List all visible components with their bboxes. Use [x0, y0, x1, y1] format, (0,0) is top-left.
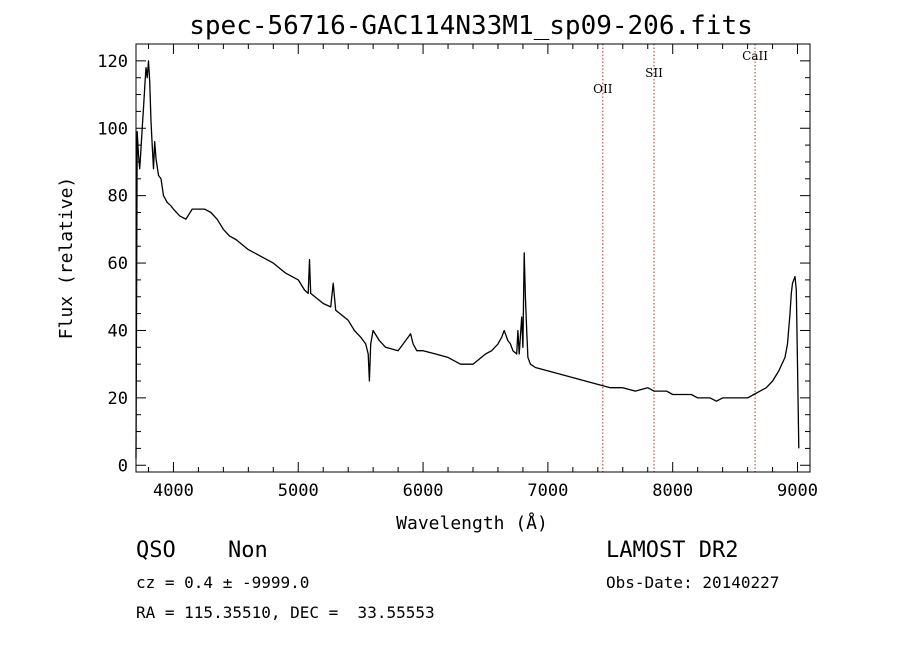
redshift-text: cz = 0.4 ± -9999.0: [136, 573, 310, 592]
spectrum-chart: spec-56716-GAC114N33M1_sp09-206.fits OII…: [56, 11, 818, 534]
obs-date-text: Obs-Date: 20140227: [606, 573, 780, 592]
spectrum-series-line: [135, 60, 800, 459]
axis-ticks: 4000 5000 6000 7000 8000 9000 0 20 40 60 80 100 120: [97, 44, 818, 501]
y-tick-label: 0: [118, 456, 128, 476]
x-tick-label: 8000: [652, 481, 693, 501]
x-tick-label: 6000: [403, 481, 444, 501]
x-axis-label: Wavelength (Å): [396, 512, 548, 534]
y-tick-label: 20: [108, 389, 128, 409]
object-subclass: Non: [228, 538, 268, 563]
line-label-oii: OII: [593, 82, 613, 96]
x-tick-label: 9000: [777, 481, 818, 501]
object-class: QSO: [136, 538, 176, 563]
chart-title: spec-56716-GAC114N33M1_sp09-206.fits: [189, 11, 753, 41]
y-tick-label: 100: [97, 119, 128, 139]
y-axis-label: Flux (relative): [56, 177, 77, 340]
line-label-sii: SII: [645, 66, 663, 80]
y-tick-label: 120: [97, 52, 128, 72]
y-tick-label: 40: [108, 321, 128, 341]
x-tick-label: 7000: [527, 481, 568, 501]
emission-lines: OII SII CaII: [593, 44, 768, 472]
line-label-caii: CaII: [742, 49, 768, 63]
y-tick-label: 60: [108, 254, 128, 274]
x-tick-label: 4000: [153, 481, 194, 501]
plot-frame: [135, 43, 811, 473]
x-tick-label: 5000: [278, 481, 319, 501]
coordinates-text: RA = 115.35510, DEC = 33.55553: [136, 603, 435, 622]
y-tick-label: 80: [108, 187, 128, 207]
survey-name: LAMOST DR2: [606, 538, 739, 563]
